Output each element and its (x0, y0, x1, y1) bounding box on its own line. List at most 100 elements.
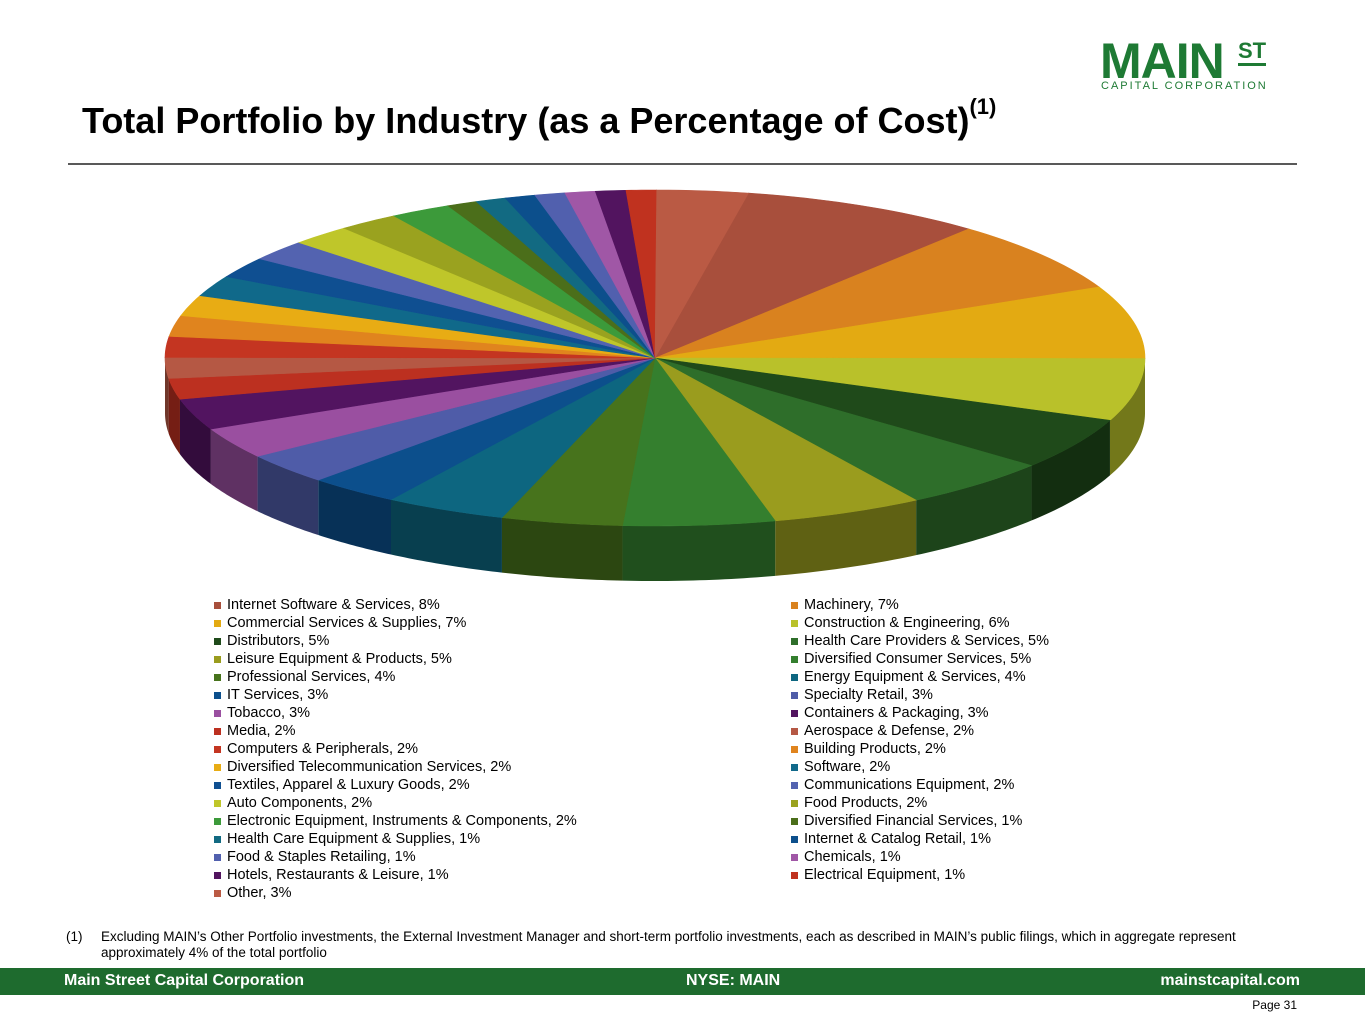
legend-item: Building Products, 2% (791, 740, 1049, 758)
legend-swatch (214, 799, 221, 807)
pie-slice-side-5 (1031, 420, 1110, 521)
legend-swatch (791, 655, 798, 663)
legend-label: Other, 3% (227, 885, 292, 901)
legend-label: Professional Services, 4% (227, 669, 396, 685)
pie-slice-13 (210, 357, 656, 457)
legend-label: Construction & Engineering, 6% (804, 615, 1010, 631)
pie-slice-9 (501, 357, 656, 526)
legend-label: Diversified Financial Services, 1% (804, 813, 1023, 829)
legend-swatch (214, 871, 221, 879)
footer-bar: Main Street Capital Corporation NYSE: MA… (0, 968, 1365, 995)
legend-item: Containers & Packaging, 3% (791, 704, 1049, 722)
pie-slice-28 (504, 194, 656, 359)
legend-item: Textiles, Apparel & Luxury Goods, 2% (214, 776, 577, 794)
pie-slice-24 (343, 215, 656, 359)
legend-item: Construction & Engineering, 6% (791, 614, 1049, 632)
legend-item: Other, 3% (214, 884, 577, 902)
legend-swatch (214, 691, 221, 699)
legend-item: Machinery, 7% (791, 596, 1049, 614)
pie-slice-side-9 (501, 517, 623, 581)
legend-item: Electrical Equipment, 1% (791, 866, 1049, 884)
legend-right-column: Machinery, 7% Construction & Engineering,… (791, 596, 1049, 884)
legend-label: Food & Staples Retailing, 1% (227, 849, 416, 865)
logo-subtitle: CAPITAL CORPORATION (1101, 80, 1268, 92)
pie-slice-31 (594, 189, 656, 359)
legend-swatch (214, 745, 221, 753)
footer-ticker: NYSE: MAIN (686, 972, 781, 989)
legend-label: Internet Software & Services, 8% (227, 597, 440, 613)
pie-slice-side-15 (168, 378, 180, 455)
page-title-text: Total Portfolio by Industry (as a Percen… (82, 100, 970, 141)
legend-swatch (791, 619, 798, 627)
pie-slice-side-13 (210, 429, 258, 512)
legend-label: Health Care Equipment & Supplies, 1% (227, 831, 481, 847)
pie-slice-side-11 (318, 480, 391, 555)
pie-slice-30 (564, 190, 656, 359)
pie-slice-23 (298, 227, 656, 359)
pie-chart (164, 189, 1146, 581)
legend-item: Chemicals, 1% (791, 848, 1049, 866)
legend-item: Professional Services, 4% (214, 668, 577, 686)
legend-swatch (214, 889, 221, 897)
legend-item: Internet & Catalog Retail, 1% (791, 830, 1049, 848)
pie-slice-side-12 (257, 456, 319, 536)
legend-swatch (214, 601, 221, 609)
legend-label: Internet & Catalog Retail, 1% (804, 831, 991, 847)
legend-swatch (791, 781, 798, 789)
legend-swatch (791, 601, 798, 609)
legend-label: Software, 2% (804, 759, 891, 775)
legend-swatch (791, 637, 798, 645)
legend-swatch (791, 691, 798, 699)
legend-swatch (214, 619, 221, 627)
pie-slice-22 (258, 242, 656, 359)
legend-label: Health Care Providers & Services, 5% (804, 633, 1049, 649)
legend-label: Computers & Peripherals, 2% (227, 741, 418, 757)
legend-swatch (791, 871, 798, 879)
legend-item: Electronic Equipment, Instruments & Comp… (214, 812, 577, 830)
legend-label: Diversified Telecommunication Services, … (227, 759, 512, 775)
legend-label: Auto Components, 2% (227, 795, 373, 811)
legend-swatch (791, 745, 798, 753)
legend-label: Leisure Equipment & Products, 5% (227, 651, 452, 667)
legend-item: Communications Equipment, 2% (791, 776, 1049, 794)
legend-item: Aerospace & Defense, 2% (791, 722, 1049, 740)
pie-slice-20 (199, 276, 656, 359)
pie-slice-29 (534, 192, 656, 359)
legend-label: Energy Equipment & Services, 4% (804, 669, 1026, 685)
legend-swatch (214, 727, 221, 735)
pie-slice-15 (168, 357, 656, 400)
pie-slice-7 (654, 357, 917, 522)
legend-label: Aerospace & Defense, 2% (804, 723, 975, 739)
legend-swatch (791, 817, 798, 825)
pie-slice-side-16 (165, 358, 169, 434)
legend-label: Communications Equipment, 2% (804, 777, 1015, 793)
legend-swatch (214, 835, 221, 843)
legend-swatch (214, 817, 221, 825)
legend-swatch (791, 709, 798, 717)
legend-left-column: Internet Software & Services, 8% Commerci… (214, 596, 577, 902)
legend-swatch (214, 781, 221, 789)
legend-label: Diversified Consumer Services, 5% (804, 651, 1032, 667)
footnote-number: (1) (66, 929, 83, 944)
pie-slice-32 (625, 189, 658, 359)
legend-item: Diversified Financial Services, 1% (791, 812, 1049, 830)
pie-slice-25 (393, 205, 656, 359)
legend-label: Media, 2% (227, 723, 296, 739)
pie-slice-5 (654, 357, 1111, 466)
pie-slice-16 (164, 357, 656, 379)
legend-label: Specialty Retail, 3% (804, 687, 933, 703)
pie-slice-14 (179, 357, 656, 430)
legend-swatch (791, 799, 798, 807)
legend-swatch (214, 709, 221, 717)
legend-swatch (214, 673, 221, 681)
legend-item: Health Care Equipment & Supplies, 1% (214, 830, 577, 848)
legend-item: Food Products, 2% (791, 794, 1049, 812)
pie-slice-side-8 (622, 520, 776, 581)
footer-website[interactable]: mainstcapital.com (1160, 972, 1300, 989)
pie-slice-27 (475, 197, 656, 359)
pie-slice-side-6 (916, 465, 1032, 556)
page-number: Page 31 (1252, 998, 1297, 1012)
footer-company-name: Main Street Capital Corporation (64, 972, 305, 989)
legend-item: Diversified Telecommunication Services, … (214, 758, 577, 776)
legend-label: Chemicals, 1% (804, 849, 901, 865)
